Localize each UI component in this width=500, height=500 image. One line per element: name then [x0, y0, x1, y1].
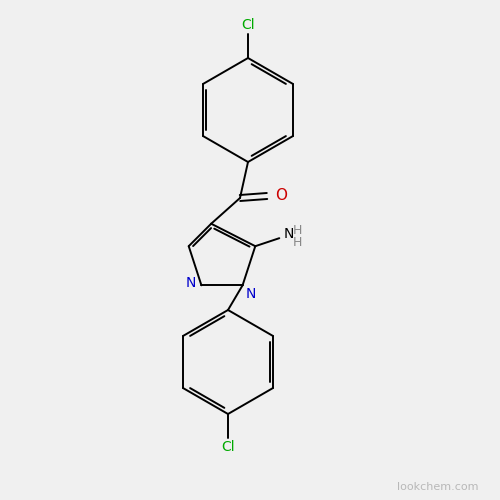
Text: lookchem.com: lookchem.com	[396, 482, 478, 492]
Text: H: H	[292, 236, 302, 248]
Text: H: H	[292, 224, 302, 236]
Text: Cl: Cl	[221, 440, 235, 454]
Text: Cl: Cl	[241, 18, 255, 32]
Text: N: N	[284, 227, 294, 241]
Text: O: O	[275, 188, 287, 204]
Text: N: N	[186, 276, 196, 290]
Text: N: N	[246, 288, 256, 302]
